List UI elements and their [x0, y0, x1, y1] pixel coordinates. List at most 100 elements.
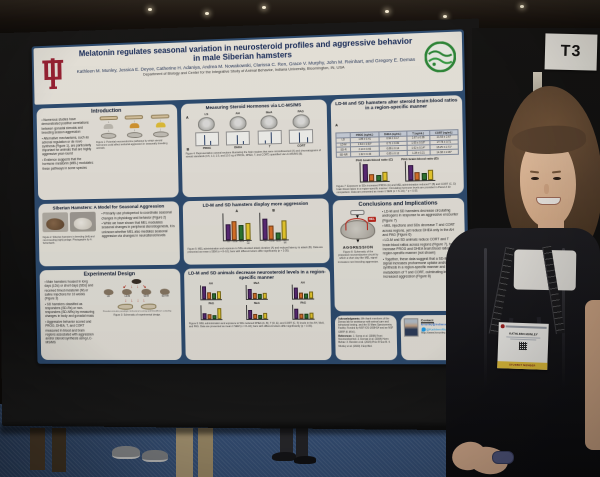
- ceiling-light: [148, 8, 152, 11]
- bystander-sneaker: [112, 446, 140, 459]
- bar: [294, 288, 298, 299]
- chromatogram-plot: [226, 131, 250, 146]
- table-cell: SD-NR: [336, 152, 351, 157]
- bar-chart: [360, 162, 390, 183]
- bystander-leg: [30, 428, 45, 470]
- x-tick: SD-NR: [283, 241, 288, 245]
- qr-code: [519, 341, 527, 349]
- section-introduction: Introduction Numerous studies have demon…: [37, 104, 179, 200]
- figure-4-chromatograms: PROG DHEA T CORT: [191, 129, 317, 151]
- bar: [408, 165, 413, 181]
- chromatogram-plot: [289, 129, 314, 144]
- x-tick: LD-M: [269, 241, 274, 245]
- aggression-label: AGGRESSION: [343, 245, 374, 249]
- table-cell: 14.38 ± 2.06*: [430, 149, 458, 155]
- figure-8-summary-diagram: ▼ MEL ▼ AGGRESSION Figure 8: Schematic o…: [337, 210, 379, 281]
- section-acknowledgments: Acknowledgments: We thank members of the…: [335, 315, 397, 360]
- brain-section: AH: [229, 111, 246, 130]
- rodent-icon: [118, 304, 134, 310]
- white-hamster: [74, 218, 92, 230]
- section-lcms: Measuring Steroid Hormones via LC-MS/MS …: [181, 99, 329, 197]
- group-cell: SD-R: [141, 289, 151, 297]
- panel-label: B: [187, 147, 190, 151]
- bar: [428, 170, 433, 180]
- brain-icon: [101, 133, 117, 139]
- x-tick: LD: [263, 241, 268, 245]
- acknowledgments-text: Acknowledgments: We thank members of the…: [338, 317, 394, 333]
- bullet: Aggressive behavior scored and PROG, DHE…: [45, 320, 95, 345]
- section-heading: LD-M and SD hamsters alter steroid brain…: [335, 98, 458, 112]
- bar: [309, 292, 313, 299]
- author-photo: [404, 318, 419, 336]
- badge-header-line: [506, 326, 547, 329]
- bar: [258, 294, 261, 299]
- table-cell: 0.85 ± 0.12: [379, 151, 407, 157]
- section-heading: LD-M and SD animals decrease neurosteroi…: [188, 270, 326, 281]
- bullet: Male hamsters housed in long days (LDs) …: [44, 280, 94, 301]
- badge-member-type: STUDENT MEMBER: [509, 364, 536, 368]
- figure-7-panel-c: PAG brain:blood ratio (C): [356, 157, 393, 182]
- figure-5-panel-b: B LD LD-M SD-R SD-NR: [259, 209, 289, 246]
- bar: [202, 287, 206, 300]
- hamster-icon: [141, 289, 151, 295]
- figure-caption: Figure 6: MEL administration and exposur…: [189, 321, 327, 328]
- bar: [207, 292, 210, 299]
- section-neurosteroid: LD-M and SD animals decrease neurosteroi…: [184, 267, 332, 360]
- table-cell: 1.28 ± 0.21: [407, 150, 430, 155]
- bar: [305, 314, 309, 319]
- bullet-list: Male hamsters housed in long days (LDs) …: [44, 280, 96, 347]
- section-brainblood: LD-M and SD hamsters alter steroid brain…: [331, 95, 464, 196]
- group-cell: LD-M: [122, 289, 132, 297]
- brainblood-table: PROG (ng/mL) DHEA (ng/mL) T (ng/mL) CORT (n…: [335, 129, 459, 158]
- figure-7-panel-d: PAG brain:blood ratio (D): [401, 156, 439, 181]
- bar: [263, 313, 267, 319]
- bar: [208, 314, 211, 319]
- section-experimental-design: Experimental Design Male hamsters housed…: [40, 269, 182, 360]
- brain-section-icon: [292, 114, 309, 129]
- figure-caption: Figure 7: Exposure to SDs increased PROG…: [336, 182, 459, 194]
- peak: [270, 132, 271, 143]
- brain-section-icon: [198, 117, 215, 131]
- acknowledgments-body: We thank members of the Demas lab for as…: [338, 317, 393, 333]
- section-aggression: LD-M and SD hamsters display more aggres…: [183, 198, 330, 264]
- region-label: MeA: [266, 110, 272, 114]
- mel-arrow-icon: [345, 218, 368, 231]
- x-axis-labels: LD LD-M SD-R SD-NR: [261, 241, 288, 245]
- figure-5-panel-a: A LD LD-M SD-R SD-NR: [223, 209, 252, 245]
- bar-chart-attack-latency: [259, 213, 288, 242]
- brain-section-icon: [229, 116, 246, 130]
- bar: [295, 309, 299, 319]
- brain-icon: [153, 131, 169, 137]
- panel-label: A: [335, 123, 338, 127]
- group-cell: LD: [104, 289, 114, 297]
- bar-chart: [245, 285, 268, 300]
- bullet-list: Numerous studies have demonstrated posit…: [40, 117, 93, 172]
- board-shadow: [0, 424, 482, 434]
- peak: [237, 135, 238, 144]
- hamster-icon: [104, 289, 114, 295]
- peak: [299, 132, 300, 142]
- hormone-label: CORT: [297, 144, 305, 148]
- figure-1-pathway-diagram: ↓ ↓ ↓ ↓ ↓ ↓: [96, 114, 175, 170]
- red-arrows-icon: ↓↓↓↓: [97, 297, 177, 303]
- mini-chart: MeA: [236, 302, 278, 320]
- brain-icon: MEL: [340, 220, 375, 240]
- bar: [383, 172, 388, 181]
- figure-6-panel-grid: AH MeA AH PAG MeA PAG: [190, 281, 325, 320]
- poster-title-block: Melatonin regulates seasonal variation i…: [75, 37, 416, 79]
- badge-detail-line: [510, 339, 536, 341]
- bar: [248, 310, 252, 319]
- x-tick: SD-R: [239, 241, 244, 245]
- peak: [307, 137, 308, 142]
- ceiling-light: [520, 5, 524, 8]
- peak: [265, 140, 266, 143]
- bystander-leg: [176, 428, 193, 477]
- figure-caption: Figure 2: Siberian hamsters in breeding …: [43, 235, 98, 245]
- x-tick: SD-NR: [246, 241, 251, 245]
- ceiling-light: [443, 15, 447, 18]
- board-number-sign: T3: [545, 33, 598, 70]
- bar: [213, 315, 216, 319]
- chromatogram: DHEA: [226, 131, 250, 150]
- bar: [218, 308, 222, 319]
- bystander-sneaker: [142, 450, 168, 462]
